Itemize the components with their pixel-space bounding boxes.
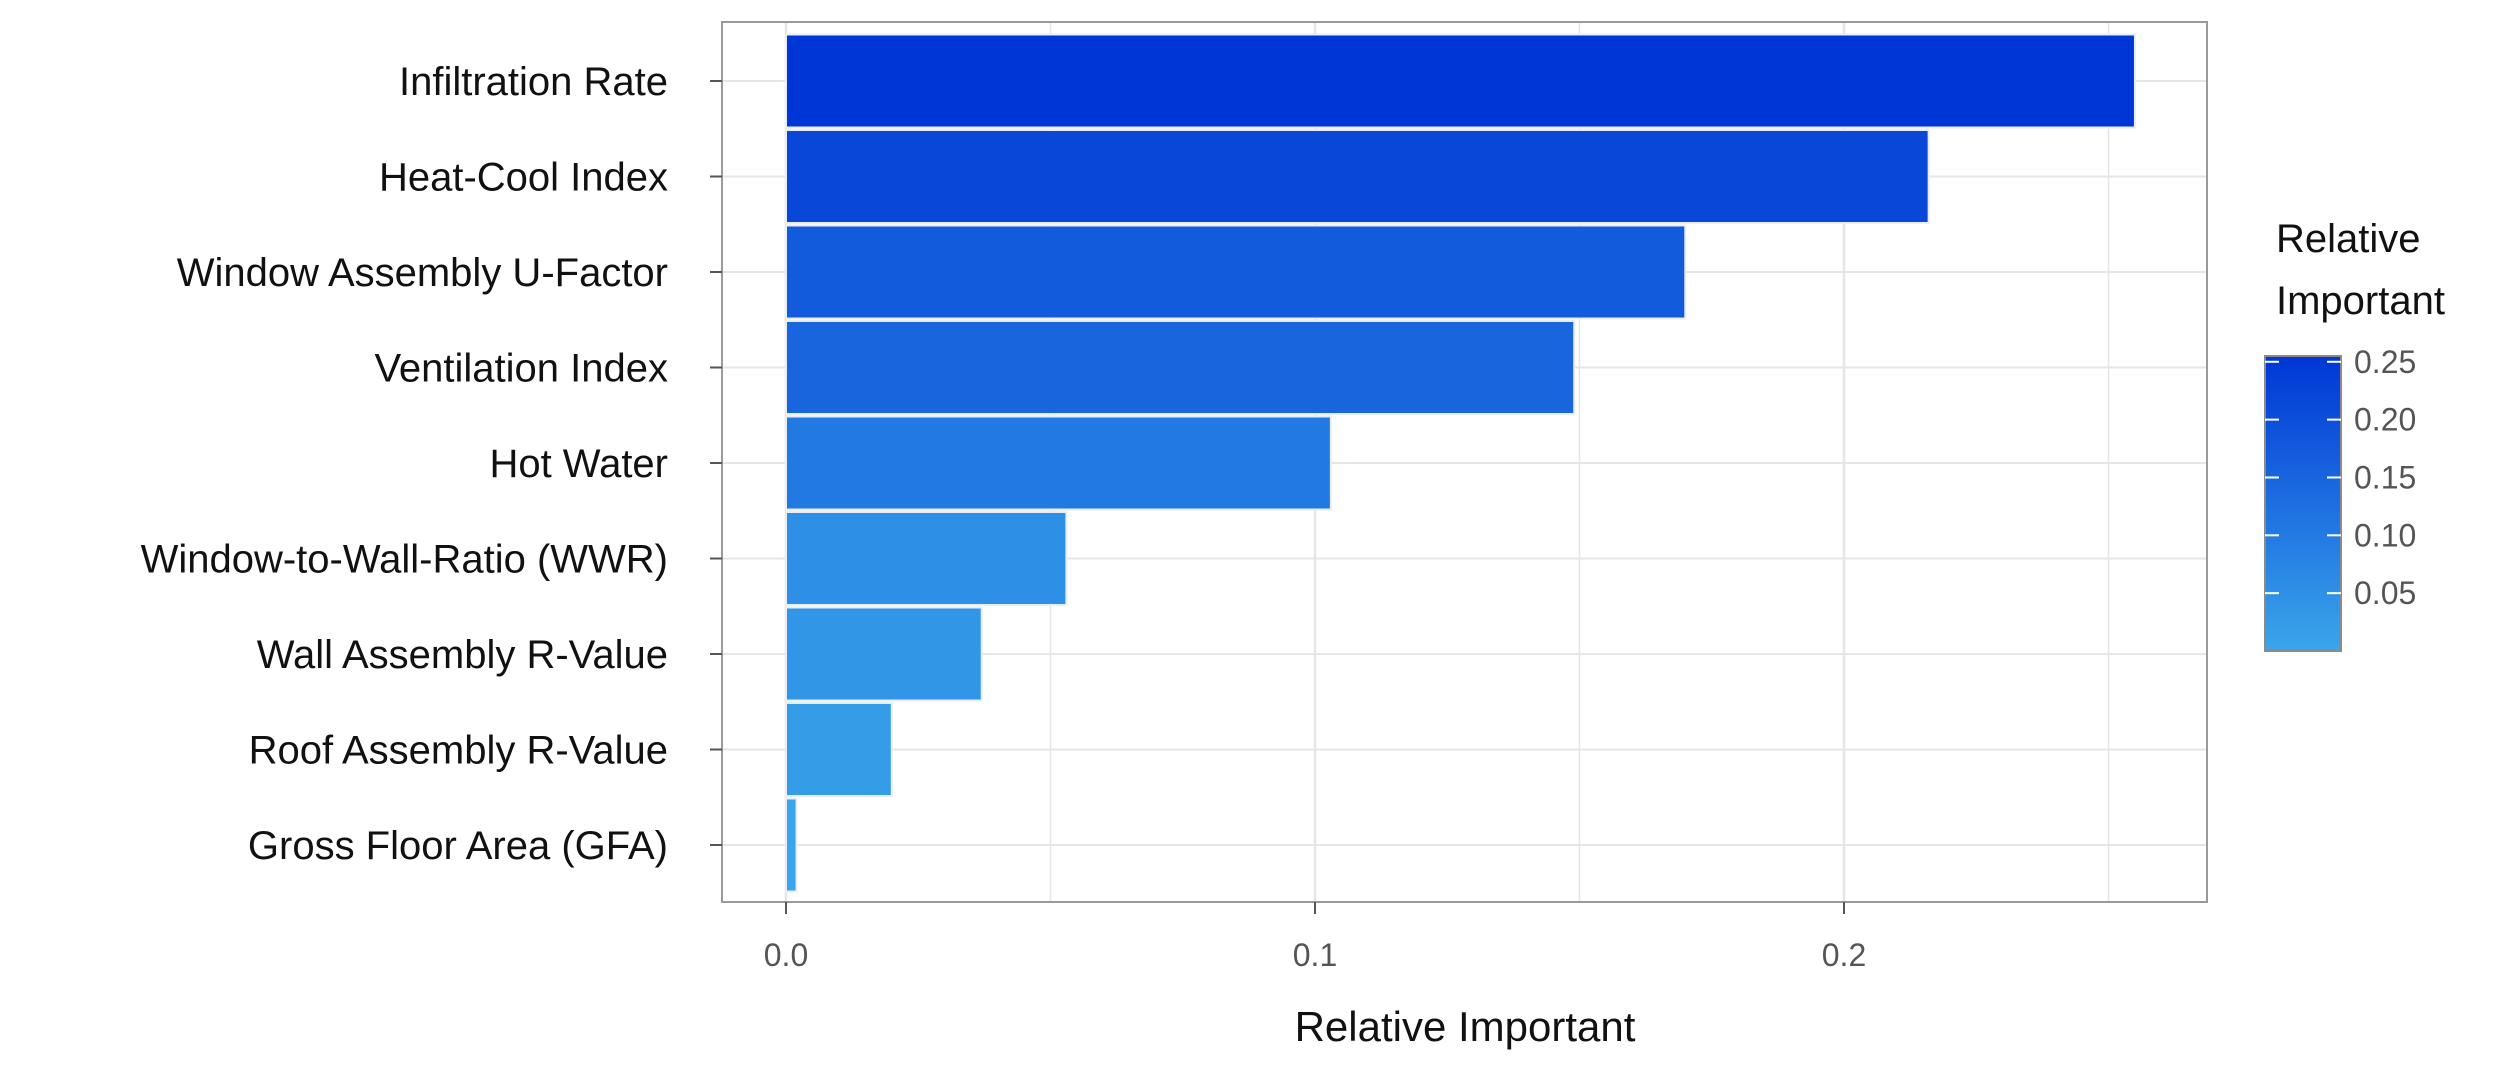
legend-tick-label: 0.25 (2354, 344, 2416, 380)
category-label: Roof Assembly R-Value (249, 729, 668, 773)
bar (785, 224, 1687, 320)
legend-tick-label: 0.10 (2354, 517, 2416, 553)
x-axis-title: Relative Important (1295, 1003, 1636, 1050)
category-label: Window Assembly U-Factor (177, 251, 668, 295)
bars (785, 33, 2136, 893)
bar (785, 606, 983, 702)
x-tick-label: 0.2 (1822, 937, 1866, 973)
x-tick-label: 0.0 (764, 937, 808, 973)
bar (785, 511, 1068, 606)
category-label: Gross Floor Area (GFA) (248, 824, 668, 868)
bar (785, 320, 1576, 415)
x-tick-label: 0.1 (1293, 937, 1337, 973)
category-label: Heat-Cool Index (379, 156, 668, 200)
legend-title-line-1: Relative (2276, 217, 2421, 261)
legend-colorbar (2264, 355, 2342, 652)
bar (785, 415, 1332, 511)
category-label: Wall Assembly R-Value (257, 633, 668, 677)
legend-title-line-2: Important (2276, 279, 2445, 323)
category-label: Infiltration Rate (399, 60, 668, 104)
legend-ticks: 0.05 0.10 0.15 0.20 0.25 (2265, 344, 2416, 611)
bar (785, 33, 2136, 129)
y-axis-ticks (710, 80, 722, 846)
category-label: Hot Water (489, 442, 668, 486)
legend-tick-label: 0.05 (2354, 575, 2416, 611)
bar (785, 702, 893, 797)
color-legend: Relative Important 0.05 0.10 0.15 0.20 0.25 (2264, 217, 2445, 652)
legend-tick-label: 0.15 (2354, 459, 2416, 495)
legend-tick-label: 0.20 (2354, 402, 2416, 438)
category-labels: Infiltration Rate Heat-Cool Index Window A… (141, 60, 668, 868)
category-label: Ventilation Index (374, 347, 668, 391)
bar (785, 129, 1930, 224)
category-label: Window-to-Wall-Ratio (WWR) (141, 538, 668, 582)
x-axis-ticks: 0.0 0.1 0.2 (764, 902, 1866, 973)
bar (785, 797, 798, 893)
